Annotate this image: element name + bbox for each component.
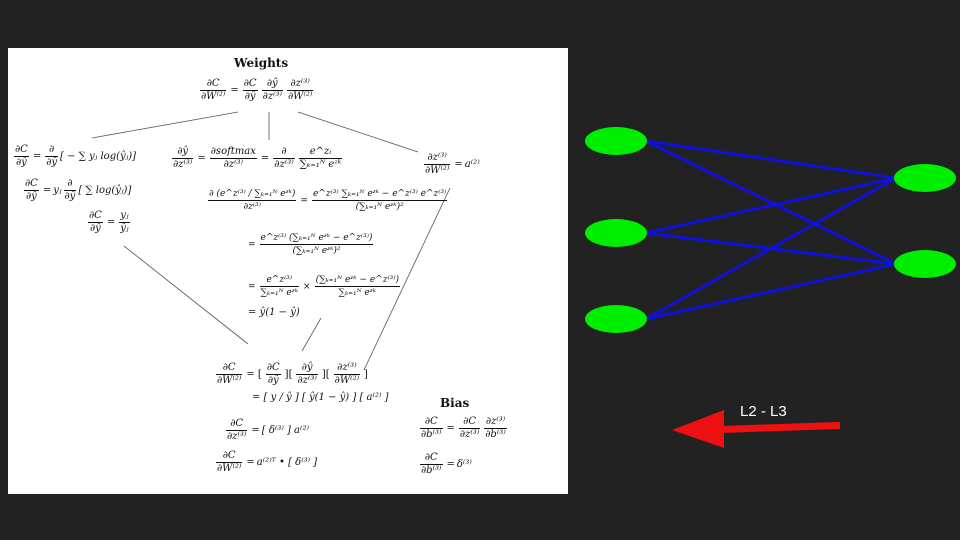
connector-line	[297, 111, 419, 153]
derivation-panel: Weights ∂C ∂W⁽²⁾ = ∂C ∂ŷ ∂ŷ ∂z⁽³⁾ ∂z⁽³⁾ ∂W⁽²⁾ ∂C…	[8, 48, 568, 494]
combined-gradient-line-1: ∂C ∂W⁽²⁾ = [∂C ∂ŷ][∂ŷ ∂z⁽³⁾][∂z⁽³⁾ ∂W⁽²⁾]	[216, 362, 368, 386]
softmax-derivative-line-4: = e^z⁽³⁾ ∑ₖ₌₁ᴺ eᶻᵏ × (∑ₖ₌₁ᴺ eᶻᵏ − e^z⁽³⁾) ∑ₖ₌…	[248, 275, 400, 298]
weight-gradient-equation: ∂C ∂W⁽²⁾ = a⁽²⁾ᵀ • [ δ⁽³⁾ ]	[216, 450, 318, 474]
layer-label: L2 - L3	[740, 403, 787, 420]
arrow-head	[672, 410, 724, 448]
combined-gradient-line-2: = [ y / ŷ ] [ ŷ(1 − ŷ) ] [ a⁽²⁾ ]	[252, 392, 389, 403]
bias-heading: Bias	[440, 396, 470, 410]
network-diagram	[585, 127, 956, 333]
bias-chain-equation: ∂C ∂b⁽³⁾ = ∂C ∂z⁽³⁾ ∂z⁽³⁾ ∂b⁽³⁾	[420, 416, 507, 440]
z-derivative-equation: ∂z⁽³⁾ ∂W⁽²⁾ = a⁽²⁾	[424, 152, 480, 176]
softmax-derivative-line-2: ∂ (e^z⁽³⁾ / ∑ₖ₌₁ᴺ eᶻᵏ) ∂z⁽³⁾ = e^z⁽³⁾ ∑ₖ₌₁ᴺ…	[208, 189, 448, 212]
connector-line	[123, 245, 249, 345]
input-node	[585, 127, 647, 155]
network-edge	[645, 139, 897, 266]
network-edge	[645, 262, 897, 321]
backprop-arrow	[672, 410, 841, 448]
softmax-derivative-line-5: = ŷ(1 − ŷ)	[248, 307, 300, 318]
connector-line	[363, 187, 451, 371]
network-edge	[645, 176, 897, 235]
connector-line	[91, 111, 239, 139]
output-node	[894, 250, 956, 278]
arrow-shaft	[717, 421, 841, 434]
connector-line	[301, 317, 322, 352]
cost-derivative-line-1: ∂C ∂ŷ = ∂ ∂ŷ[ − ∑ yⱼ log(ŷⱼ)]	[14, 144, 137, 168]
cost-derivative-line-2: ∂C ∂ŷ = yⱼ ∂ ∂ŷ[ ∑ log(ŷⱼ)]	[24, 178, 132, 202]
softmax-derivative-line-1: ∂ŷ ∂z⁽³⁾ = ∂softmax ∂z⁽³⁾ = ∂ ∂z⁽³⁾ e^zᵢ ∑ₖ₌₁ᴺ eᶻ…	[172, 146, 343, 170]
input-node	[585, 219, 647, 247]
chain-rule-equation: ∂C ∂W⁽²⁾ = ∂C ∂ŷ ∂ŷ ∂z⁽³⁾ ∂z⁽³⁾ ∂W⁽²⁾	[200, 78, 314, 102]
weights-heading: Weights	[234, 56, 289, 70]
softmax-derivative-line-3: = e^z⁽³⁾ (∑ₖ₌₁ᴺ eᶻᵏ − e^z⁽³⁾) (∑ₖ₌₁ᴺ eᶻᵏ)²	[248, 233, 374, 256]
bias-gradient-equation: ∂C ∂b⁽³⁾ = δ⁽³⁾	[420, 452, 472, 476]
cost-derivative-line-3: ∂C ∂ŷ = yⱼ ŷⱼ	[88, 210, 130, 234]
network-edge	[645, 176, 897, 321]
delta-equation: ∂C ∂z⁽³⁾ =[ δ⁽³⁾ ] a⁽²⁾	[226, 418, 309, 442]
network-edge	[645, 139, 897, 180]
output-node	[894, 164, 956, 192]
connector-lines	[91, 111, 451, 371]
input-node	[585, 305, 647, 333]
